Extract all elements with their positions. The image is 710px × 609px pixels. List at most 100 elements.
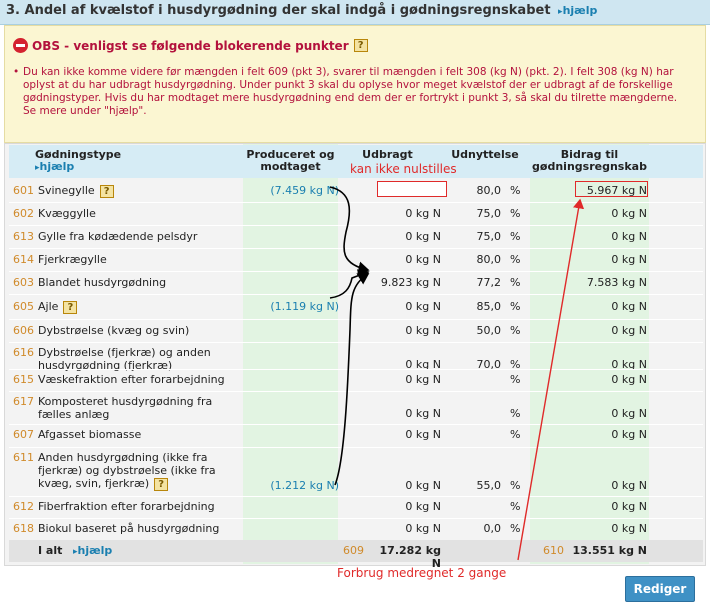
row-number: 601	[13, 184, 34, 197]
annotation-counted-twice: Forbrug medregnet 2 gange	[337, 566, 507, 580]
total-applied-value: 17.282 kg N	[379, 544, 441, 570]
row-number: 616	[13, 346, 34, 359]
help-question-icon[interactable]: ?	[99, 185, 114, 198]
applied-value[interactable]: 0 kg N	[405, 358, 441, 371]
utilization-value: 80,0	[476, 184, 502, 197]
row-number: 613	[13, 230, 34, 243]
row-name: Gylle fra kødædende pelsdyr	[38, 230, 198, 243]
utilization-value: 0,0	[483, 522, 502, 535]
row-name: Ajle?	[38, 300, 78, 314]
applied-value[interactable]: 0 kg N	[405, 373, 441, 386]
applied-value[interactable]: 9.823 kg N	[380, 276, 441, 289]
warning-text-block: • Du kan ikke komme videre før mængden i…	[13, 66, 693, 118]
stop-icon	[13, 38, 28, 53]
total-applied-number: 609	[343, 544, 364, 557]
contribution-value: 0 kg N	[611, 358, 647, 371]
produced-value: (7.459 kg N)	[270, 184, 339, 197]
bullet-icon: •	[13, 66, 20, 78]
row-name: Afgasset biomasse	[38, 428, 142, 441]
table-header	[9, 145, 703, 178]
total-contribution-value: 13.551 kg N	[572, 544, 647, 557]
utilization-value: 70,0	[476, 358, 502, 371]
row-name: Dybstrøelse (fjerkræ) og anden husdyrgødn…	[38, 346, 211, 372]
applied-value[interactable]: 0 kg N	[405, 207, 441, 220]
total-contribution-number: 610	[543, 544, 564, 557]
table-row: 605 Ajle? (1.119 kg N) 0 kg N 85,0 % 0 k…	[9, 295, 703, 319]
applied-value[interactable]: 0 kg N	[405, 230, 441, 243]
total-help-link[interactable]: ▸hjælp	[73, 544, 113, 557]
applied-value[interactable]: 0 kg N	[405, 479, 441, 492]
row-name: Komposteret husdyrgødning fra fælles anlæ…	[38, 395, 213, 421]
row-name: Væskefraktion efter forarbejdning	[38, 373, 225, 386]
percent-unit: %	[510, 276, 521, 289]
contribution-value: 7.583 kg N	[586, 276, 647, 289]
warning-box: OBS - venligst se følgende blokerende pu…	[4, 25, 706, 143]
col-header-type-help[interactable]: ▸hjælp	[35, 160, 75, 174]
table-row: 614 Fjerkrægylle 0 kg N 80,0 % 0 kg N	[9, 249, 703, 271]
percent-unit: %	[510, 428, 521, 441]
applied-value[interactable]: 0 kg N	[405, 500, 441, 513]
row-name: Blandet husdyrgødning	[38, 276, 167, 289]
contribution-value: 0 kg N	[611, 253, 647, 266]
arrow-icon: ▸	[558, 7, 563, 17]
percent-unit: %	[510, 230, 521, 243]
edit-button[interactable]: Rediger	[625, 576, 695, 602]
row-number: 618	[13, 522, 34, 535]
applied-value[interactable]: 0 kg N	[405, 324, 441, 337]
col-header-utilization: Udnyttelse	[451, 148, 519, 161]
row-number: 602	[13, 207, 34, 220]
row-number: 611	[13, 451, 34, 464]
row-number: 614	[13, 253, 34, 266]
contribution-value: 0 kg N	[611, 407, 647, 420]
table-row: 611 Anden husdyrgødning (ikke fra fjerkræ…	[9, 448, 703, 496]
utilization-value: 50,0	[476, 324, 502, 337]
row-number: 617	[13, 395, 34, 408]
row-name: Biokul baseret på husdyrgødning	[38, 522, 220, 535]
percent-unit: %	[510, 373, 521, 386]
table-row: 607 Afgasset biomasse 0 kg N % 0 kg N	[9, 425, 703, 447]
arrow-from-611	[334, 273, 370, 486]
utilization-value: 77,2	[476, 276, 502, 289]
help-question-icon[interactable]: ?	[63, 301, 78, 314]
percent-unit: %	[510, 253, 521, 266]
row-number: 615	[13, 373, 34, 386]
contribution-value: 0 kg N	[611, 479, 647, 492]
section-title-bar: 3. Andel af kvælstof i husdyrgødning der…	[0, 0, 710, 25]
arrow-from-601	[329, 186, 370, 275]
table-row: 602 Kvæggylle 0 kg N 75,0 % 0 kg N	[9, 203, 703, 225]
table-row: 616 Dybstrøelse (fjerkræ) og anden husdyr…	[9, 343, 703, 375]
applied-value[interactable]: 0 kg N	[405, 407, 441, 420]
row-number: 607	[13, 428, 34, 441]
help-question-icon[interactable]: ?	[353, 39, 368, 52]
contribution-value: 0 kg N	[611, 230, 647, 243]
total-row: I alt ▸hjælp 609 17.282 kg N 610 13.551 …	[9, 540, 703, 570]
applied-value[interactable]: 0 kg N	[405, 253, 441, 266]
applied-value[interactable]: 0 kg N	[405, 522, 441, 535]
arrow-counted-twice	[517, 198, 585, 561]
section-title: 3. Andel af kvælstof i husdyrgødning der…	[6, 3, 551, 18]
row-name: Fjerkrægylle	[38, 253, 107, 266]
produced-value: (1.212 kg N)	[270, 479, 339, 492]
table-row: 612 Fiberfraktion efter forarbejdning 0 …	[9, 497, 703, 519]
row-name: Dybstrøelse (kvæg og svin)	[38, 324, 190, 337]
help-question-icon[interactable]: ?	[154, 478, 169, 491]
row-number: 603	[13, 276, 34, 289]
contribution-value: 0 kg N	[611, 500, 647, 513]
col-header-produced: Produceret og modtaget	[246, 148, 335, 173]
col-header-applied: Udbragt	[362, 148, 413, 161]
utilization-value: 85,0	[476, 300, 502, 313]
percent-unit: %	[510, 300, 521, 313]
contribution-value: 0 kg N	[611, 324, 647, 337]
percent-unit: %	[510, 358, 521, 371]
percent-unit: %	[510, 407, 521, 420]
applied-input-601[interactable]	[377, 181, 447, 197]
arrow-from-605	[329, 269, 370, 299]
help-link[interactable]: ▸hjælp	[558, 4, 598, 17]
contribution-value: 0 kg N	[611, 373, 647, 386]
percent-unit: %	[510, 479, 521, 492]
contribution-value: 0 kg N	[611, 207, 647, 220]
applied-value[interactable]: 0 kg N	[405, 300, 441, 313]
percent-unit: %	[510, 207, 521, 220]
applied-value[interactable]: 0 kg N	[405, 428, 441, 441]
